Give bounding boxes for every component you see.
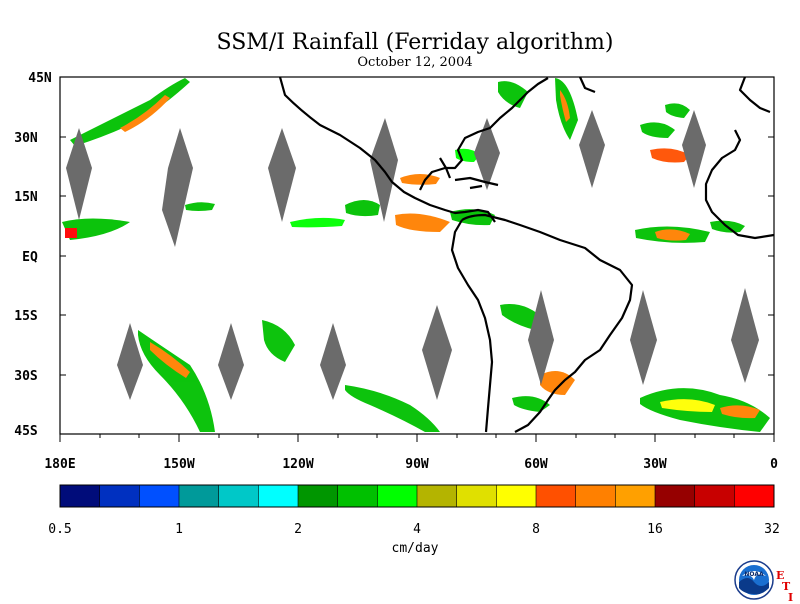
lon-label: 0 [770,457,778,472]
swath-gap [117,323,143,400]
colorbar-segment [99,485,140,507]
logo-text: NOAA [744,571,764,578]
swath-gap [268,128,296,222]
swath-gap [320,323,346,400]
colorbar-segment [139,485,180,507]
lat-label: 30N [14,131,38,146]
lon-label: 180E [44,457,75,472]
rain-patch [665,103,690,118]
letter-t: T [782,580,791,593]
colorbar-segment [179,485,220,507]
rain-patch [65,228,77,238]
swath-gap [579,110,605,188]
rain-patch [650,148,690,163]
colorbar-tick-label: 0.5 [48,522,71,537]
colorbar-segment [536,485,577,507]
colorbar-segment [456,485,497,507]
lat-label: 15S [14,309,38,324]
colorbar-tick-label: 16 [647,522,663,537]
colorbar-segment [496,485,537,507]
colorbar-tick-label: 8 [532,522,540,537]
colorbar-segment [258,485,299,507]
lat-label: 30S [14,369,38,384]
lat-axis: 45N 30N 15N EQ 15S 30S 45S [14,71,52,439]
lat-label: 15N [14,190,38,205]
rain-patch [660,399,715,412]
letter-e: E [776,569,785,582]
rain-patch [262,320,295,362]
colorbar-segment [655,485,696,507]
lat-label: EQ [22,250,38,265]
colorbar-tick-label: 4 [413,522,421,537]
rain-patch [185,202,215,211]
colorbar-segment [60,485,101,507]
colorbar [59,484,775,508]
colorbar-labels: 0.5 1 2 4 8 16 32 [48,522,780,537]
swath-gap [731,288,759,383]
rain-patch [395,213,450,232]
coast-caribbean [454,176,499,190]
colorbar-tick-label: 2 [294,522,302,537]
colorbar-tick-label: 32 [764,522,780,537]
colorbar-segment [615,485,656,507]
colorbar-segment [218,485,259,507]
rain-patch [640,122,675,138]
rain-patch [70,78,190,146]
eti-letters: E T I [776,570,793,603]
coast-north-america [278,76,549,223]
rain-patch [540,371,575,395]
lon-label: 120W [282,457,313,472]
colorbar-segment [337,485,378,507]
swath-gap [218,323,244,400]
map-title: SSM/I Rainfall (Ferriday algorithm) [216,30,614,55]
rain-patch [345,200,380,217]
rain-patch [560,90,570,122]
coast-florida [439,157,452,179]
lon-label: 90W [405,457,429,472]
swath-gap [66,128,92,220]
rain-patch [655,229,690,241]
coast-greenland-nw [578,76,596,94]
colorbar-segment [298,485,339,507]
swath-gap [162,128,193,247]
lat-label: 45S [14,424,38,439]
coast-europe-africa [704,76,775,240]
lon-label: 150W [163,457,194,472]
lon-label: 30W [643,457,667,472]
rain-patch [400,174,440,185]
noaa-logo-icon: NOAA [734,560,774,600]
colorbar-tick-label: 1 [175,522,183,537]
lat-label: 45N [28,71,52,86]
rain-patch [290,217,345,228]
colorbar-segment [377,485,418,507]
swath-gap [528,290,554,385]
rain-patch [150,342,190,378]
rain-patch [498,81,528,108]
missing-data-swaths [66,110,759,400]
swath-gap [630,290,657,385]
swath-gap [422,305,452,400]
lon-axis: 180E 150W 120W 90W 60W 30W 0 [44,457,778,472]
colorbar-segment [417,485,458,507]
coast-south-america [450,213,634,433]
ticks [59,76,775,442]
swath-gap [682,110,706,188]
swath-gap [474,118,500,190]
lon-label: 60W [524,457,548,472]
rain-patch [512,396,550,412]
rain-patch [62,218,130,240]
colorbar-segment [575,485,616,507]
rain-patch [345,385,440,432]
colorbar-segment [734,485,775,507]
map-date: October 12, 2004 [357,55,473,70]
letter-i: I [788,591,794,604]
rain-patch [120,95,170,132]
colorbar-segment [694,485,735,507]
coastlines [278,76,775,433]
rainfall-field [62,78,770,432]
map-area [59,76,775,442]
rain-patch [720,405,760,419]
colorbar-unit: cm/day [391,541,439,556]
